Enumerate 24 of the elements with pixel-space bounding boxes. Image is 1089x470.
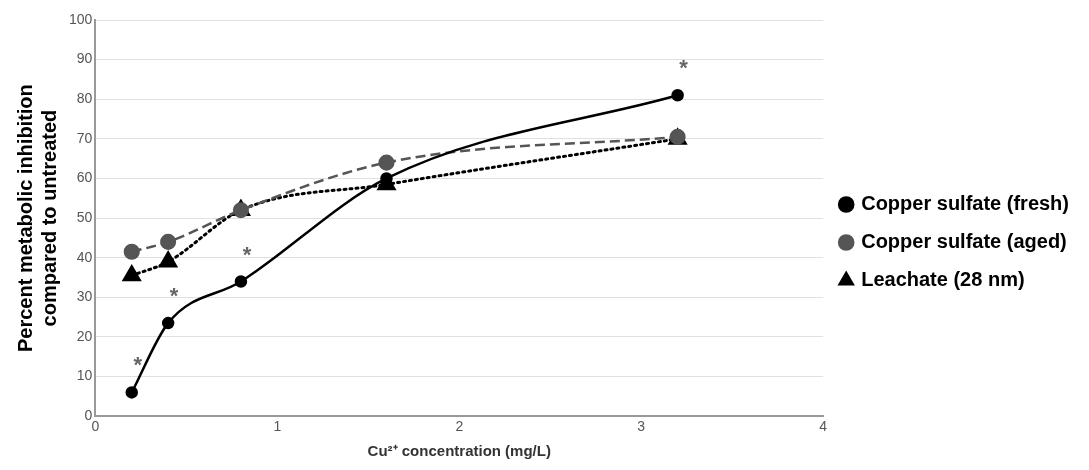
y-tick-label: 20 (76, 327, 93, 344)
x-axis-title: Cu²⁺ concentration (mg/L) (367, 442, 551, 460)
x-tick-label: 2 (455, 418, 464, 435)
y-tick-label: 50 (76, 208, 93, 225)
y-tick-label: 70 (76, 129, 93, 146)
y-tick-label: 30 (76, 288, 93, 305)
annotation: * (169, 283, 179, 309)
y-tick-label: 10 (76, 367, 93, 384)
annotation: * (679, 55, 689, 81)
annotation: * (133, 352, 143, 378)
legend-label: Copper sulfate (fresh) (861, 192, 1070, 215)
y-tick-label: 90 (76, 50, 93, 67)
legend-label: Leachate (28 nm) (861, 268, 1025, 291)
y-tick-label: 60 (76, 169, 93, 186)
x-tick-label: 1 (273, 418, 282, 435)
annotation: * (242, 241, 252, 267)
y-tick-label: 40 (76, 248, 93, 265)
y-tick-label: 0 (84, 407, 93, 424)
x-tick-label: 4 (819, 418, 828, 435)
y-tick-label: 80 (76, 90, 93, 107)
x-tick-label: 3 (637, 418, 646, 435)
legend-label: Copper sulfate (aged) (861, 230, 1067, 253)
y-axis-title: Percent metabolic inhibition compared to untreated (13, 84, 60, 353)
y-tick-label: 100 (69, 10, 93, 27)
